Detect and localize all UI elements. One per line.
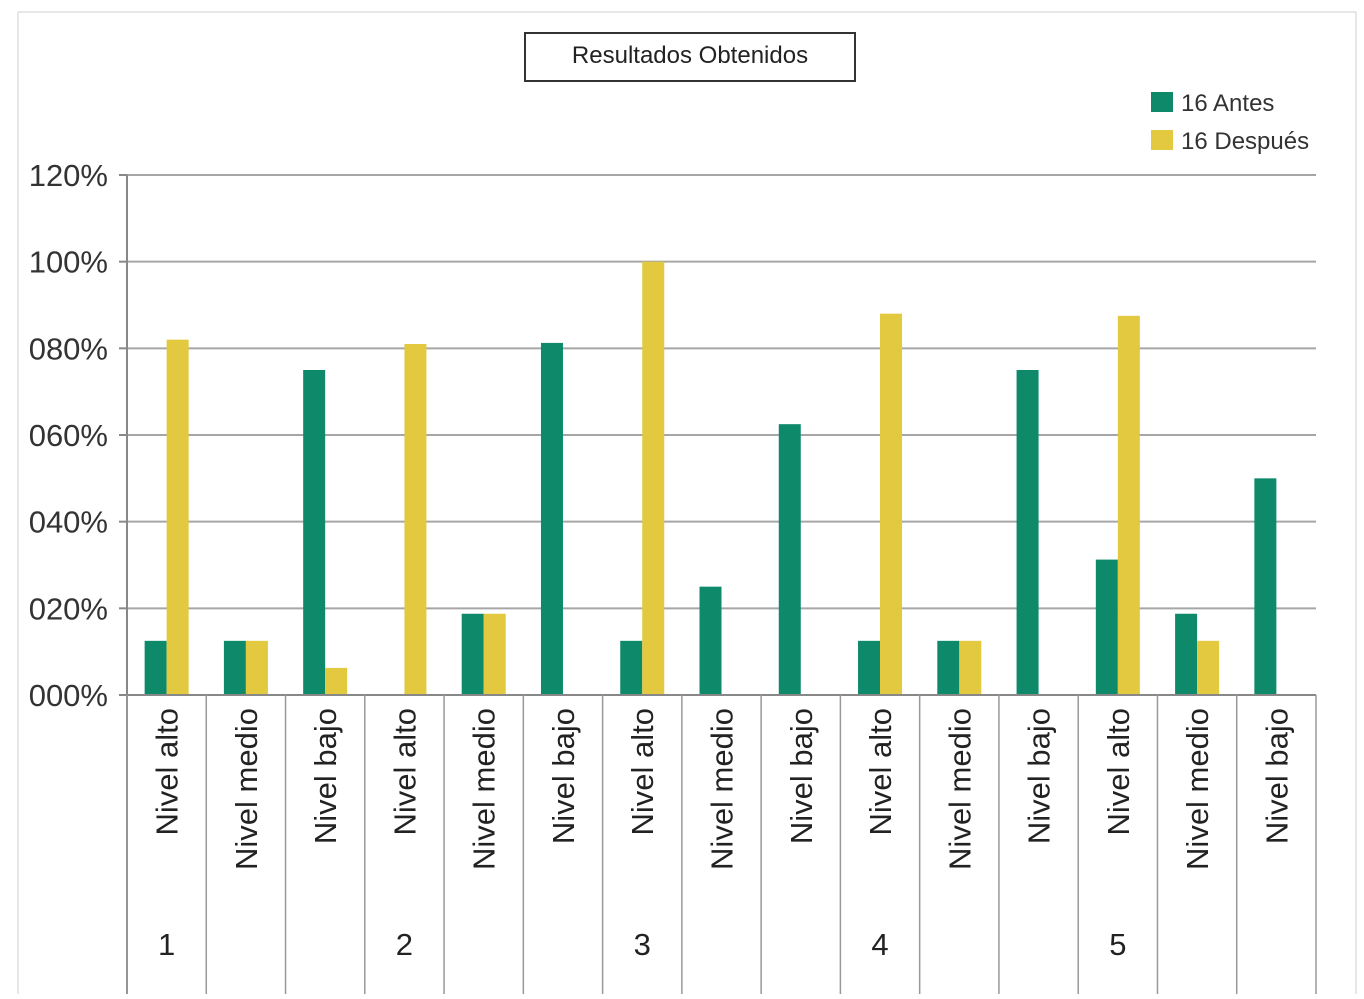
y-tick-label: 060% xyxy=(29,418,108,453)
y-tick-label: 080% xyxy=(29,331,108,366)
bars xyxy=(144,261,1277,695)
category-label: Nivel alto xyxy=(150,708,185,836)
bar-16-antes-10 xyxy=(858,640,881,695)
category-label: Nivel medio xyxy=(705,708,740,870)
bar-16-antes-15 xyxy=(1254,478,1277,695)
bar-16-antes-2 xyxy=(223,640,246,695)
bar-16-despu-s-1 xyxy=(166,339,189,695)
group-label: 3 xyxy=(634,927,651,962)
group-label: 1 xyxy=(158,927,175,962)
bar-16-antes-14 xyxy=(1175,613,1198,695)
category-label: Nivel bajo xyxy=(308,708,343,844)
bar-16-despu-s-10 xyxy=(880,313,903,695)
category-label: Nivel medio xyxy=(1180,708,1215,870)
bar-16-antes-3 xyxy=(303,370,326,695)
y-tick-label: 120% xyxy=(29,158,108,193)
category-label: Nivel bajo xyxy=(784,708,819,844)
category-labels: Nivel alto Nivel medio Nivel bajo Nivel alt… xyxy=(150,708,1295,870)
bar-16-antes-1 xyxy=(144,640,167,695)
chart-title-box xyxy=(524,32,856,82)
bar-16-despu-s-2 xyxy=(245,640,268,695)
bar-16-antes-5 xyxy=(461,613,484,695)
bar-16-antes-7 xyxy=(620,640,643,695)
group-label: 4 xyxy=(871,927,888,962)
y-tick-label: 040% xyxy=(29,505,108,540)
y-tick-label: 020% xyxy=(29,591,108,626)
legend-swatch xyxy=(1151,130,1173,150)
y-tick-label: 100% xyxy=(29,245,108,280)
legend-label: 16 Antes xyxy=(1181,90,1274,117)
category-label: Nivel bajo xyxy=(1022,708,1057,844)
category-label: Nivel bajo xyxy=(1259,708,1294,844)
group-label: 2 xyxy=(396,927,413,962)
y-tick-label: 000% xyxy=(29,678,108,713)
group-label: 5 xyxy=(1109,927,1126,962)
y-axis-ticks: 000% 020% 040% 060% 080% 100% 120% xyxy=(29,158,127,713)
category-label: Nivel bajo xyxy=(546,708,581,844)
bar-16-despu-s-11 xyxy=(959,640,982,695)
bar-16-despu-s-5 xyxy=(483,613,506,695)
category-label: Nivel alto xyxy=(625,708,660,836)
group-labels: 1 2 3 4 5 xyxy=(158,927,1126,962)
bar-16-antes-9 xyxy=(778,424,801,695)
category-label: Nivel medio xyxy=(942,708,977,870)
legend-swatch xyxy=(1151,92,1173,112)
bar-16-despu-s-4 xyxy=(404,344,427,695)
category-label: Nivel alto xyxy=(387,708,422,836)
bar-16-antes-6 xyxy=(540,342,563,695)
bar-16-despu-s-14 xyxy=(1197,640,1220,695)
chart-title: Resultados Obtenidos xyxy=(572,42,808,69)
category-label: Nivel alto xyxy=(863,708,898,836)
axes xyxy=(126,175,1317,994)
category-label: Nivel alto xyxy=(1101,708,1136,836)
bar-16-antes-13 xyxy=(1095,559,1118,695)
legend: 16 Antes 16 Después xyxy=(1151,90,1309,155)
bar-16-antes-11 xyxy=(937,640,960,695)
bar-16-despu-s-7 xyxy=(642,261,665,695)
legend-label: 16 Después xyxy=(1181,128,1309,155)
category-label: Nivel medio xyxy=(467,708,502,870)
bar-16-antes-12 xyxy=(1016,370,1039,695)
category-label: Nivel medio xyxy=(229,708,264,870)
bar-16-despu-s-13 xyxy=(1117,315,1140,695)
bar-16-despu-s-3 xyxy=(325,667,348,695)
bar-16-antes-8 xyxy=(699,586,722,695)
